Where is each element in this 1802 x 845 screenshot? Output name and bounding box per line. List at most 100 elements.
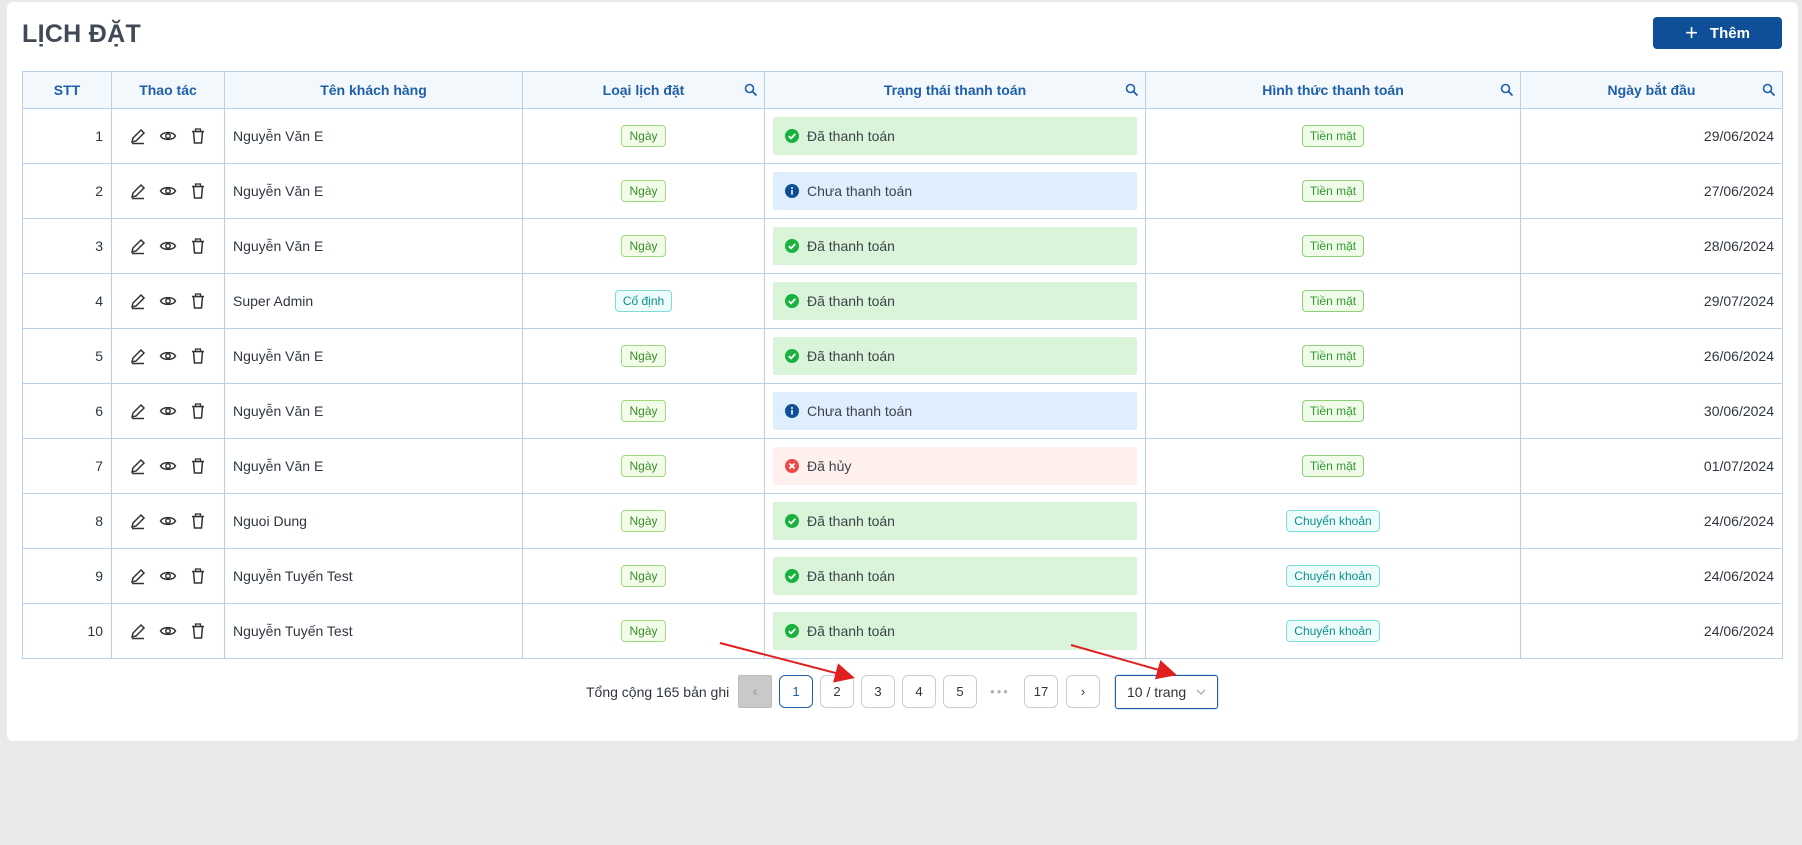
table-row: 1 Nguyễn Văn E Ngày Đã thanh toán Tiền mặt 29…: [22, 108, 1783, 164]
row-booking-type: Ngày: [522, 383, 765, 439]
col-header-booking-type[interactable]: Loại lịch đặt: [522, 71, 765, 109]
row-customer: Nguoi Dung: [224, 493, 523, 549]
eye-icon[interactable]: [159, 457, 177, 475]
row-stt: 4: [22, 273, 112, 329]
payment-status-badge: Đã thanh toán: [773, 117, 1137, 155]
page-ellipsis[interactable]: •••: [990, 684, 1010, 699]
table-row: 7 Nguyễn Văn E Ngày Đã hủy Tiền mặt 01/07/202…: [22, 438, 1783, 494]
trash-icon[interactable]: [189, 457, 207, 475]
pencil-icon[interactable]: [129, 127, 147, 145]
page-4-button[interactable]: 4: [902, 675, 936, 708]
search-icon[interactable]: [744, 83, 758, 97]
row-customer: Nguyễn Văn E: [224, 383, 523, 439]
pencil-icon[interactable]: [129, 622, 147, 640]
close-circle-icon: [785, 459, 799, 473]
col-header-start-date[interactable]: Ngày bắt đầu: [1520, 71, 1783, 109]
page-title: LỊCH ĐẶT: [22, 20, 142, 48]
col-header-payment-method[interactable]: Hình thức thanh toán: [1145, 71, 1521, 109]
col-header-payment-status-label: Trạng thái thanh toán: [883, 82, 1027, 98]
check-circle-icon: [785, 129, 799, 143]
eye-icon[interactable]: [159, 567, 177, 585]
row-payment-status: Đã thanh toán: [764, 108, 1146, 164]
booking-type-tag: Ngày: [621, 125, 666, 147]
page-1-button[interactable]: 1: [779, 675, 813, 708]
row-actions: [111, 493, 225, 549]
payment-status-label: Chưa thanh toán: [807, 183, 913, 199]
check-circle-icon: [785, 514, 799, 528]
chevron-down-icon: [1196, 689, 1206, 695]
page-2-button[interactable]: 2: [820, 675, 854, 708]
eye-icon[interactable]: [159, 347, 177, 365]
row-payment-method: Tiền mặt: [1145, 328, 1521, 384]
eye-icon[interactable]: [159, 237, 177, 255]
chevron-right-icon: ›: [1080, 684, 1086, 699]
payment-status-badge: Đã thanh toán: [773, 227, 1137, 265]
trash-icon[interactable]: [189, 402, 207, 420]
row-actions: [111, 438, 225, 494]
payment-method-tag: Chuyển khoản: [1286, 510, 1380, 532]
eye-icon[interactable]: [159, 402, 177, 420]
pencil-icon[interactable]: [129, 402, 147, 420]
row-booking-type: Ngày: [522, 108, 765, 164]
row-start-date: 26/06/2024: [1520, 328, 1783, 384]
prev-page-button[interactable]: ‹: [738, 675, 772, 708]
row-payment-status: Đã thanh toán: [764, 493, 1146, 549]
info-circle-icon: [785, 404, 799, 418]
pencil-icon[interactable]: [129, 182, 147, 200]
booking-type-tag: Cố định: [614, 290, 673, 312]
trash-icon[interactable]: [189, 622, 207, 640]
pencil-icon[interactable]: [129, 512, 147, 530]
payment-status-badge: Đã thanh toán: [773, 557, 1137, 595]
row-customer: Nguyễn Văn E: [224, 218, 523, 274]
row-booking-type: Ngày: [522, 548, 765, 604]
trash-icon[interactable]: [189, 347, 207, 365]
row-customer: Nguyễn Tuyến Test: [224, 548, 523, 604]
pencil-icon[interactable]: [129, 567, 147, 585]
row-stt: 7: [22, 438, 112, 494]
payment-method-tag: Tiền mặt: [1301, 345, 1365, 367]
plus-icon: +: [1685, 20, 1698, 45]
payment-status-label: Đã thanh toán: [807, 568, 895, 584]
booking-type-tag: Ngày: [621, 345, 666, 367]
table-body: 1 Nguyễn Văn E Ngày Đã thanh toán Tiền mặt 29…: [22, 108, 1783, 659]
eye-icon[interactable]: [159, 512, 177, 530]
trash-icon[interactable]: [189, 512, 207, 530]
payment-status-badge: Chưa thanh toán: [773, 392, 1137, 430]
eye-icon[interactable]: [159, 127, 177, 145]
row-payment-method: Tiền mặt: [1145, 108, 1521, 164]
add-button[interactable]: + Thêm: [1653, 17, 1782, 49]
pencil-icon[interactable]: [129, 347, 147, 365]
pencil-icon[interactable]: [129, 292, 147, 310]
chevron-left-icon: ‹: [752, 684, 758, 699]
trash-icon[interactable]: [189, 127, 207, 145]
pencil-icon[interactable]: [129, 237, 147, 255]
payment-method-tag: Tiền mặt: [1301, 235, 1365, 257]
row-start-date: 27/06/2024: [1520, 163, 1783, 219]
pencil-icon[interactable]: [129, 457, 147, 475]
search-icon[interactable]: [1125, 83, 1139, 97]
eye-icon[interactable]: [159, 182, 177, 200]
row-customer: Nguyễn Văn E: [224, 438, 523, 494]
row-actions: [111, 273, 225, 329]
booking-type-tag: Ngày: [621, 235, 666, 257]
trash-icon[interactable]: [189, 292, 207, 310]
table-row: 9 Nguyễn Tuyến Test Ngày Đã thanh toán Chuyể…: [22, 548, 1783, 604]
eye-icon[interactable]: [159, 622, 177, 640]
page-3-button[interactable]: 3: [861, 675, 895, 708]
col-header-payment-method-label: Hình thức thanh toán: [1262, 82, 1404, 98]
eye-icon[interactable]: [159, 292, 177, 310]
row-payment-status: Đã thanh toán: [764, 548, 1146, 604]
col-header-payment-status[interactable]: Trạng thái thanh toán: [764, 71, 1146, 109]
trash-icon[interactable]: [189, 182, 207, 200]
search-icon[interactable]: [1762, 83, 1776, 97]
page-size-select[interactable]: 10 / trang: [1115, 675, 1218, 709]
row-payment-method: Tiền mặt: [1145, 438, 1521, 494]
check-circle-icon: [785, 624, 799, 638]
page-5-button[interactable]: 5: [943, 675, 977, 708]
trash-icon[interactable]: [189, 237, 207, 255]
trash-icon[interactable]: [189, 567, 207, 585]
next-page-button[interactable]: ›: [1066, 675, 1100, 708]
table-row: 8 Nguoi Dung Ngày Đã thanh toán Chuyển khoản…: [22, 493, 1783, 549]
search-icon[interactable]: [1500, 83, 1514, 97]
page-last-button[interactable]: 17: [1024, 675, 1058, 708]
